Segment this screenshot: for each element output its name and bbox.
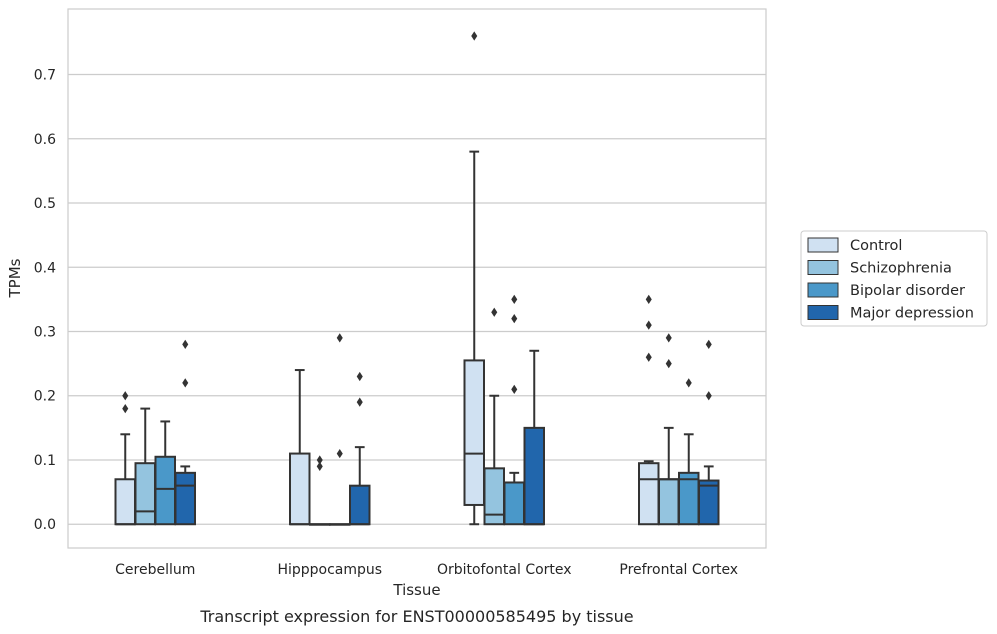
- box-group: [349, 371, 371, 526]
- box: [134, 462, 156, 526]
- x-axis-ticks: Cerebellum Hipppocampus Orbitofontal Corte…: [115, 562, 738, 578]
- outlier-point: [685, 378, 692, 388]
- x-tick-label: Orbitofontal Cortex: [437, 562, 572, 578]
- outlier-point: [336, 333, 343, 343]
- box: [658, 478, 680, 526]
- box-group: [134, 407, 156, 526]
- outlier-point: [316, 461, 323, 472]
- y-tick-label: 0.7: [34, 68, 56, 84]
- y-tick-label: 0.0: [34, 517, 56, 533]
- outlier-point: [356, 371, 363, 382]
- legend-swatch: [807, 305, 839, 320]
- box-plots: [114, 31, 720, 526]
- box: [698, 479, 720, 526]
- x-tick-label: Cerebellum: [115, 562, 195, 578]
- legend-swatch: [807, 282, 839, 298]
- box-group: [638, 294, 660, 526]
- box-group: [658, 333, 680, 526]
- box: [114, 478, 136, 526]
- y-axis-label: TPMs: [6, 258, 24, 298]
- box: [154, 455, 176, 526]
- box-group: [523, 349, 545, 526]
- outlier-point: [645, 320, 652, 330]
- legend-swatch: [807, 237, 839, 253]
- box-group: [329, 333, 351, 526]
- x-tick-label: Hipppocampus: [277, 562, 382, 578]
- legend-label: Bipolar disorder: [850, 283, 965, 299]
- box-group: [503, 294, 525, 526]
- box: [503, 481, 525, 526]
- plot-frame: [67, 8, 767, 549]
- box: [463, 359, 485, 506]
- outlier-point: [471, 31, 478, 41]
- outlier-point: [705, 391, 712, 401]
- outlier-point: [336, 448, 343, 459]
- box: [483, 467, 505, 526]
- legend-label: Schizophrenia: [850, 261, 952, 277]
- outlier-point: [316, 455, 323, 465]
- box-group: [114, 391, 136, 526]
- legend-frame: [800, 230, 988, 327]
- outlier-point: [491, 307, 498, 317]
- box: [638, 462, 660, 526]
- box: [523, 426, 545, 526]
- box-group: [309, 455, 331, 526]
- y-axis-ticks: 0.0 0.1 0.2 0.3 0.4 0.5 0.6 0.7: [34, 68, 56, 534]
- outlier-point: [665, 359, 672, 369]
- y-tick-label: 0.2: [34, 389, 56, 405]
- outlier-point: [182, 378, 189, 388]
- y-tick-label: 0.6: [34, 132, 56, 148]
- x-axis-label: Tissue: [392, 581, 440, 599]
- box-group: [483, 307, 505, 526]
- legend-swatch: [807, 260, 839, 275]
- box: [174, 471, 196, 526]
- box-group: [678, 378, 700, 526]
- figure-caption: Transcript expression for ENST0000058549…: [199, 607, 633, 626]
- box-group: [174, 339, 196, 526]
- box-group: [698, 339, 720, 526]
- outlier-point: [705, 339, 712, 349]
- box-group: [463, 31, 485, 526]
- outlier-point: [665, 333, 672, 343]
- outlier-point: [645, 294, 652, 304]
- outlier-point: [511, 384, 518, 394]
- y-tick-label: 0.1: [34, 453, 56, 469]
- outlier-point: [511, 294, 518, 304]
- outlier-point: [122, 403, 129, 414]
- box: [678, 471, 700, 526]
- y-tick-label: 0.4: [34, 260, 56, 276]
- box: [289, 452, 311, 526]
- outlier-point: [356, 397, 363, 407]
- box-group: [289, 369, 311, 526]
- outlier-point: [182, 339, 189, 349]
- y-tick-label: 0.5: [34, 196, 56, 212]
- grid-lines: [68, 73, 766, 525]
- outlier-point: [645, 352, 652, 362]
- outlier-point: [511, 314, 518, 324]
- legend: Control Schizophrenia Bipolar disorder Majo…: [800, 230, 988, 327]
- box: [349, 484, 371, 526]
- legend-label: Control: [850, 238, 902, 254]
- outlier-point: [122, 391, 129, 401]
- legend-label: Major depression: [850, 306, 974, 322]
- x-tick-label: Prefrontal Cortex: [619, 562, 738, 578]
- y-tick-label: 0.3: [34, 325, 56, 341]
- box-group: [154, 420, 176, 526]
